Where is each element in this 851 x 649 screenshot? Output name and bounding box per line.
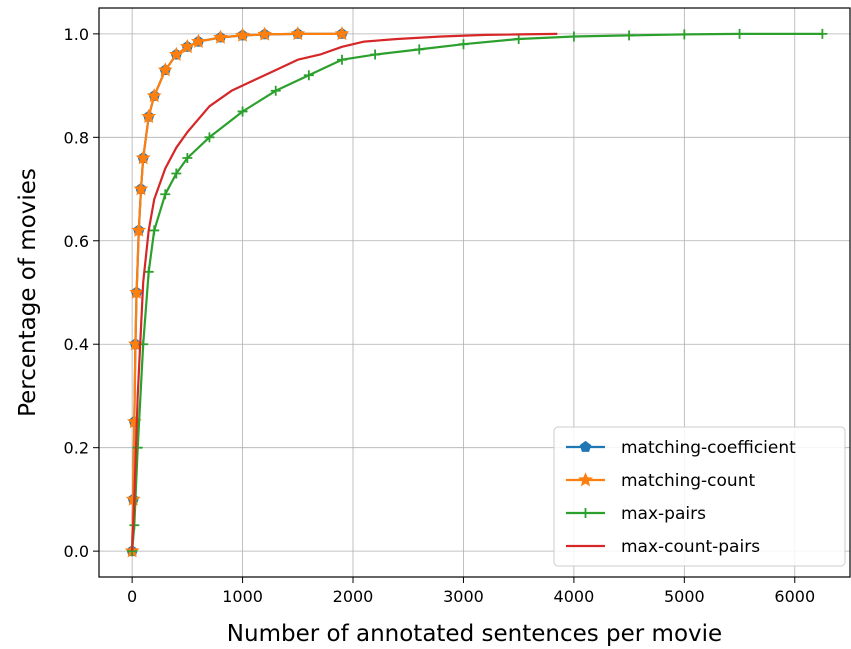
series-matching-count xyxy=(124,26,350,558)
x-tick-label: 5000 xyxy=(664,587,705,606)
y-axis-label: Percentage of movies xyxy=(15,168,41,417)
legend-label: matching-coefficient xyxy=(621,438,796,458)
max-pairs-point xyxy=(568,31,579,42)
y-tick-label: 0.2 xyxy=(64,439,89,458)
matching-count-point xyxy=(129,284,144,299)
legend: matching-coefficient matching-count max-pa… xyxy=(553,426,846,567)
x-tick-label: 6000 xyxy=(774,587,815,606)
legend-entry-max-pairs: max-pairs xyxy=(566,504,706,524)
matching-count-point xyxy=(179,39,195,54)
max-pairs-point xyxy=(237,106,248,117)
series-matching-coefficient xyxy=(126,27,348,557)
max-pairs-point xyxy=(204,132,215,143)
series-max-pairs xyxy=(127,28,828,557)
matching-count-point xyxy=(135,150,151,165)
legend-label: max-count-pairs xyxy=(621,537,760,557)
max-pairs-point xyxy=(513,34,524,45)
y-tick-label: 1.0 xyxy=(64,25,89,44)
y-tick-label: 0.0 xyxy=(64,542,89,561)
matching-count-point xyxy=(146,88,162,103)
max-pairs-point xyxy=(171,168,182,179)
x-axis-label: Number of annotated sentences per movie xyxy=(227,621,722,647)
x-tick-label: 0 xyxy=(127,587,137,606)
legend-box xyxy=(553,426,846,567)
legend-swatch-marker xyxy=(579,440,592,452)
legend-label: max-pairs xyxy=(621,504,706,524)
matching-count-line xyxy=(131,32,342,552)
legend-swatch-marker xyxy=(578,472,593,487)
plot-frame xyxy=(98,7,851,578)
x-tick-label: 1000 xyxy=(222,587,263,606)
matching-count-point xyxy=(257,26,273,41)
legend-label: matching-count xyxy=(621,471,755,491)
max-pairs-point xyxy=(458,39,469,50)
max-pairs-point xyxy=(303,70,314,81)
max-pairs-point xyxy=(149,225,160,236)
legend-swatch-marker xyxy=(580,508,591,518)
max-pairs-point xyxy=(817,28,828,39)
max-count-pairs-line xyxy=(131,32,558,552)
matching-count-point xyxy=(133,181,149,196)
max-pairs-point xyxy=(160,189,171,200)
max-pairs-point xyxy=(182,153,193,164)
max-pairs-point xyxy=(336,54,347,65)
matching-count-point xyxy=(131,222,147,237)
max-pairs-point xyxy=(414,44,425,55)
max-pairs-point xyxy=(679,29,690,40)
max-pairs-point xyxy=(624,30,635,41)
y-tick-label: 0.6 xyxy=(64,232,89,251)
x-tick-label: 2000 xyxy=(333,587,374,606)
max-pairs-point xyxy=(734,28,745,39)
series-max-count-pairs xyxy=(131,32,558,552)
matching-count-point xyxy=(168,46,184,61)
x-tick-label: 4000 xyxy=(554,587,595,606)
max-pairs-point xyxy=(270,85,281,96)
matching-count-point xyxy=(235,27,251,42)
legend-entry-matching-coefficient: matching-coefficient xyxy=(566,438,796,458)
y-tick-label: 0.8 xyxy=(64,128,89,147)
matching-count-point xyxy=(141,108,157,123)
legend-entry-matching-count: matching-count xyxy=(566,471,755,491)
matching-count-point xyxy=(190,33,206,48)
axis-ticks: 0 1000 2000 3000 4000 5000 6000 0.0 0.2 0.4 0.6 0.8… xyxy=(64,25,816,606)
matching-coefficient-line xyxy=(131,32,342,552)
legend-entry-max-count-pairs: max-count-pairs xyxy=(566,537,760,557)
matching-count-point xyxy=(157,62,173,77)
matching-count-point xyxy=(290,26,306,41)
max-pairs-point xyxy=(370,49,381,60)
matching-count-point xyxy=(334,26,350,41)
plot-area xyxy=(124,26,828,558)
y-tick-label: 0.4 xyxy=(64,335,89,354)
x-tick-label: 3000 xyxy=(443,587,484,606)
max-pairs-point xyxy=(132,442,143,453)
matching-count-point xyxy=(213,29,228,44)
